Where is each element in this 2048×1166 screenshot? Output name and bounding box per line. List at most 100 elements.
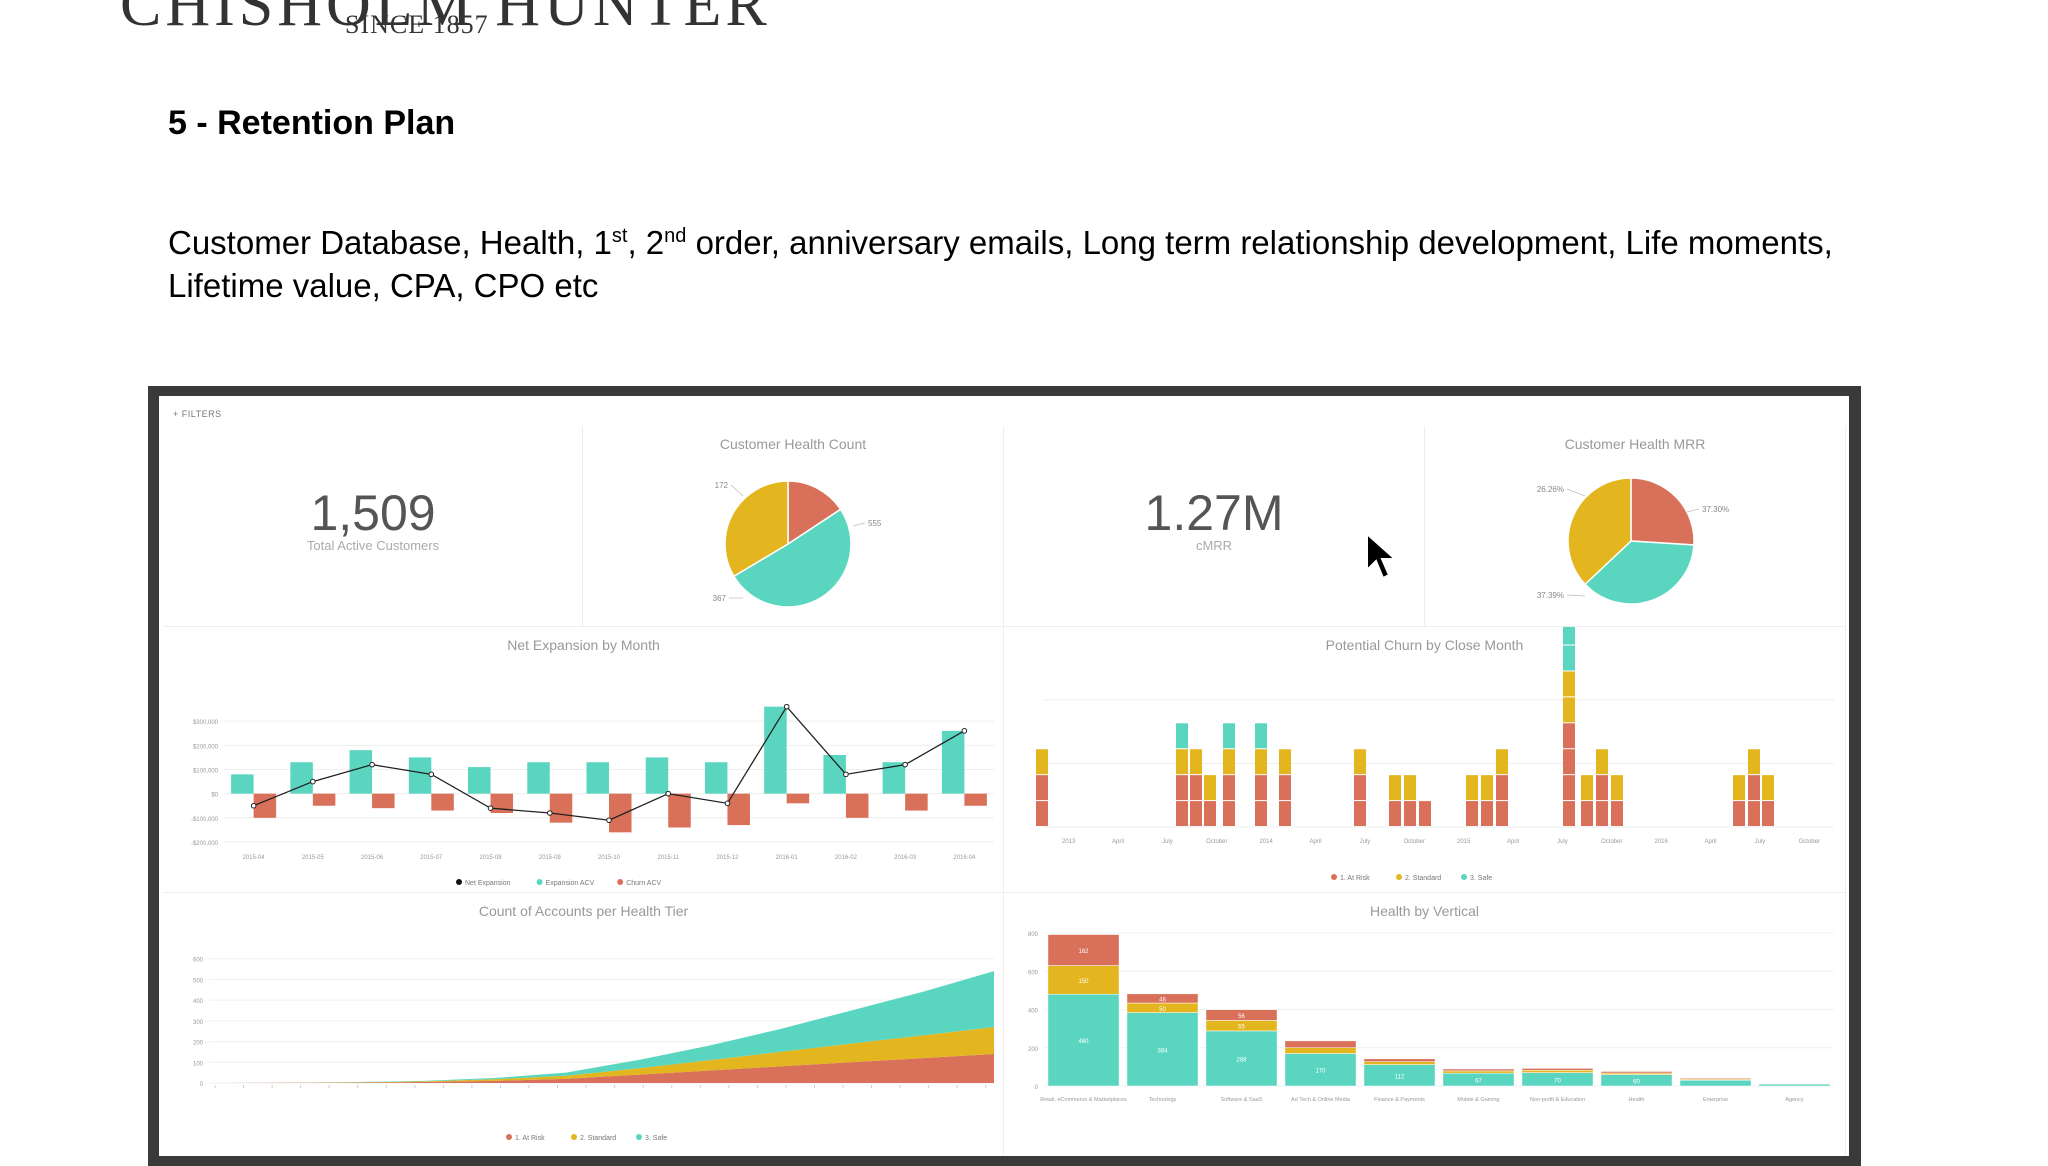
vertical-bar-segment <box>1443 1069 1514 1071</box>
expansion-bar <box>764 707 787 794</box>
x-tick-label: 2014 <box>1260 839 1274 845</box>
pie-leader-line <box>731 485 743 496</box>
legend-swatch <box>506 1134 512 1140</box>
vertical-bar-segment <box>1601 1071 1672 1073</box>
vertical-bar-segment <box>1285 1041 1356 1048</box>
churn-segment <box>1190 775 1202 800</box>
x-tick-label: Finance & Payments <box>1374 1097 1425 1103</box>
churn-segment <box>1581 801 1593 826</box>
x-tick-label: 2016-03 <box>894 855 917 861</box>
x-tick-label: 2015-06 <box>361 855 384 861</box>
x-tick-label: 2016-04 <box>953 855 976 861</box>
net-expansion-point <box>311 779 316 784</box>
expansion-bar <box>409 757 432 793</box>
x-tick-label: 2015-09 <box>539 855 562 861</box>
x-tick-label: October <box>1206 839 1227 845</box>
x-tick-label: April <box>1310 839 1322 845</box>
logo-since: SINCE 1857 <box>345 10 489 40</box>
pie-leader-line <box>1687 509 1699 512</box>
bar-value-label: 288 <box>1236 1057 1247 1063</box>
churn-segment <box>1204 801 1216 826</box>
bar-value-label: 384 <box>1157 1048 1168 1054</box>
bar-value-label: 56 <box>1238 1014 1245 1020</box>
churn-segment <box>1255 723 1267 748</box>
churn-segment <box>1496 775 1508 800</box>
section-description: Customer Database, Health, 1st, 2nd orde… <box>168 215 1868 307</box>
net-expansion-point <box>844 772 849 777</box>
x-tick-label: July <box>1755 839 1766 845</box>
bar-value-label: 162 <box>1078 949 1089 955</box>
churn-segment <box>1481 775 1493 800</box>
pie-label: 172 <box>715 481 729 490</box>
y-tick-label: 200 <box>193 1041 204 1047</box>
churn-segment <box>1036 775 1048 800</box>
churn-segment <box>1611 801 1623 826</box>
x-tick-label: Agency <box>1785 1097 1804 1103</box>
mouse-pointer-icon <box>1365 532 1399 582</box>
churn-segment <box>1255 749 1267 774</box>
x-tick-label: 2016 <box>1655 839 1669 845</box>
net-expansion-point <box>429 772 434 777</box>
churn-segment <box>1762 775 1774 800</box>
filters-toggle[interactable]: + FILTERS <box>173 409 222 419</box>
expansion-bar <box>646 757 669 793</box>
net-expansion-point <box>962 729 967 734</box>
expansion-bar <box>231 774 254 793</box>
legend-swatch <box>537 879 543 885</box>
churn-segment <box>1611 775 1623 800</box>
x-tick-label: 2015-10 <box>598 855 621 861</box>
churn-segment <box>1223 749 1235 774</box>
x-tick-label: April <box>1112 839 1124 845</box>
pie-leader-line <box>853 523 865 526</box>
section-title: 5 - Retention Plan <box>168 104 455 143</box>
bar-value-label: 67 <box>1475 1079 1482 1085</box>
y-tick-label: 500 <box>193 978 204 984</box>
churn-segment <box>1176 775 1188 800</box>
churn-segment <box>1563 723 1575 748</box>
bar-value-label: 48 <box>1159 997 1166 1003</box>
legend-swatch <box>636 1134 642 1140</box>
legend-swatch <box>617 879 623 885</box>
churn-segment <box>1596 775 1608 800</box>
y-tick-label: $0 <box>211 793 218 799</box>
x-tick-label: 2015-12 <box>716 855 739 861</box>
legend-label: 1. At Risk <box>1340 875 1370 882</box>
churn-segment <box>1596 801 1608 826</box>
x-tick-label: Non-profit & Education <box>1530 1097 1585 1103</box>
bar-value-label: 70 <box>1554 1078 1561 1084</box>
vertical-bar-segment <box>1522 1068 1593 1070</box>
churn-segment <box>1563 627 1575 645</box>
net-expansion-chart: -$200,000-$100,000$0$100,000$200,000$300… <box>164 627 1003 892</box>
churn-segment <box>1176 801 1188 826</box>
x-tick-label: 2016-01 <box>776 855 799 861</box>
churn-bar <box>905 794 928 811</box>
net-expansion-point <box>666 791 671 796</box>
churn-bar <box>846 794 869 818</box>
churn-segment <box>1176 749 1188 774</box>
churn-bar <box>550 794 573 823</box>
legend-label: 1. At Risk <box>515 1135 545 1142</box>
x-tick-label: Mobile & Gaming <box>1457 1097 1499 1103</box>
y-tick-label: 300 <box>193 1020 204 1026</box>
y-tick-label: 400 <box>1028 1009 1039 1015</box>
kpi-mrr-label: cMRR <box>1004 538 1424 553</box>
churn-bar <box>964 794 987 806</box>
bar-value-label: 150 <box>1078 979 1089 985</box>
legend-label: Churn ACV <box>626 880 661 887</box>
net-expansion-point <box>488 806 493 811</box>
y-tick-label: $200,000 <box>193 744 219 750</box>
churn-segment <box>1733 775 1745 800</box>
churn-segment <box>1581 775 1593 800</box>
vertical-bar-segment <box>1680 1080 1751 1086</box>
legend-label: Net Expansion <box>465 880 511 887</box>
net-expansion-point <box>547 811 552 816</box>
bar-value-label: 55 <box>1238 1025 1245 1031</box>
y-tick-label: 0 <box>1035 1085 1039 1091</box>
x-tick-label: October <box>1601 839 1622 845</box>
churn-segment <box>1204 775 1216 800</box>
